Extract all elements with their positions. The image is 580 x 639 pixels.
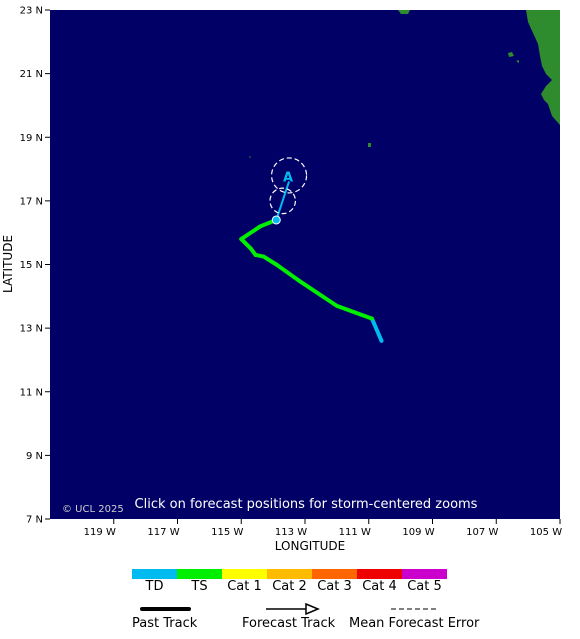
axis-ticks: 23 N 21 N 19 N 17 N 15 N 13 N 11 N 9 N 7 N 119 W 1… — [20, 6, 563, 539]
category-swatch — [402, 569, 447, 579]
island-clarion — [249, 156, 251, 158]
past-track-segment — [296, 278, 339, 308]
past-track-segment — [274, 262, 301, 283]
longitude-axis-title: LONGITUDE — [275, 539, 345, 553]
ocean-area — [50, 10, 560, 519]
lat-tick-label: 11 N — [20, 387, 43, 398]
lat-tick-label: 13 N — [20, 324, 43, 335]
copyright-text: © UCL 2025 — [62, 504, 124, 515]
category-swatch — [267, 569, 312, 579]
category-label: Cat 5 — [407, 579, 442, 594]
island-small — [516, 60, 519, 63]
past-track-segment — [239, 224, 263, 242]
island-revillagigedo — [508, 52, 514, 57]
forecast-track-label: Forecast Track — [242, 616, 336, 631]
mean-error-sample — [391, 608, 437, 610]
category-label: Cat 2 — [272, 579, 307, 594]
past-track-segment — [334, 303, 374, 321]
land-layer — [249, 10, 560, 158]
lon-tick-label: 111 W — [339, 527, 371, 538]
category-swatch — [177, 569, 222, 579]
forecast-error-circle[interactable] — [270, 157, 308, 194]
lon-tick-label: 115 W — [211, 527, 243, 538]
lon-tick-label: 109 W — [402, 527, 434, 538]
lon-tick-label: 117 W — [147, 527, 179, 538]
category-swatch — [312, 569, 357, 579]
past-track-segment — [239, 237, 253, 251]
lon-tick-label: 113 W — [275, 527, 307, 538]
lon-tick-label: 105 W — [530, 527, 562, 538]
latitude-axis-title: LATITUDE — [1, 235, 15, 293]
past-track-sample — [140, 607, 191, 611]
lat-tick-label: 19 N — [20, 133, 43, 144]
category-labels: TD TS Cat 1 Cat 2 Cat 3 Cat 4 Cat 5 — [132, 579, 447, 595]
lon-tick-label: 107 W — [466, 527, 498, 538]
category-label: Cat 4 — [362, 579, 397, 594]
track-map: 23 N 21 N 19 N 17 N 15 N 13 N 11 N 9 N 7 N 119 W 1… — [1, 6, 563, 554]
lat-tick-label: 17 N — [20, 196, 43, 207]
category-swatch — [357, 569, 402, 579]
category-color-bar — [132, 569, 447, 579]
lon-tick-label: 119 W — [84, 527, 116, 538]
current-position-marker[interactable] — [271, 215, 281, 225]
island-socorro — [368, 143, 371, 147]
forecast-track-line — [275, 181, 291, 221]
forecast-storm-marker[interactable]: A — [283, 170, 293, 185]
lat-tick-label: 15 N — [20, 260, 43, 271]
baja-tip — [398, 10, 410, 14]
lat-tick-label: 9 N — [26, 451, 43, 462]
storm-track — [239, 217, 384, 343]
forecast-track-arrow — [266, 602, 320, 616]
mean-error-label: Mean Forecast Error — [349, 616, 480, 631]
lat-tick-label: 7 N — [26, 515, 43, 526]
category-label: Cat 1 — [227, 579, 262, 594]
category-swatch — [222, 569, 267, 579]
category-label: TS — [191, 579, 208, 594]
forecast-layer[interactable]: A — [269, 157, 308, 225]
lat-tick-label: 23 N — [20, 6, 43, 17]
mexico-coast — [526, 10, 560, 125]
past-track-label: Past Track — [132, 616, 198, 631]
forecast-error-circle[interactable] — [269, 187, 297, 215]
category-swatch — [132, 569, 177, 579]
past-track-segment — [261, 254, 279, 267]
lat-tick-label: 21 N — [20, 69, 43, 80]
instruction-text: Click on forecast positions for storm-ce… — [135, 497, 478, 512]
category-label: Cat 3 — [317, 579, 352, 594]
past-track-segment — [369, 316, 384, 343]
category-label: TD — [145, 579, 164, 594]
